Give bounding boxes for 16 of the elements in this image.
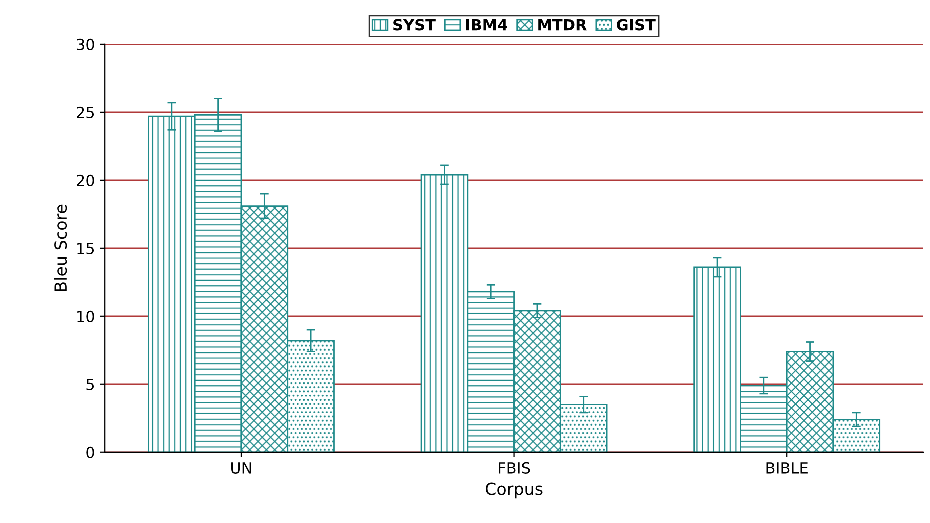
y-tick-label: 0 <box>86 446 94 458</box>
y-tick-label: 5 <box>86 379 94 390</box>
x-tick-label: BIBLE <box>766 462 808 474</box>
legend-label: MTDR <box>538 19 587 31</box>
y-tick-label: 25 <box>77 106 94 118</box>
y-tick-label: 15 <box>78 243 94 254</box>
x-axis-title: Corpus <box>486 482 543 499</box>
y-tick-label: 10 <box>78 310 94 322</box>
legend-label: IBM4 <box>466 19 508 31</box>
x-tick-label: FBIS <box>499 462 530 474</box>
legend-label: SYST <box>394 19 436 31</box>
x-tick-label: UN <box>232 462 252 474</box>
y-axis-title: Bleu Score <box>54 204 68 292</box>
y-tick-label: 30 <box>77 38 94 50</box>
y-tick-label: 20 <box>77 174 94 186</box>
legend-label: GIST <box>617 19 656 31</box>
